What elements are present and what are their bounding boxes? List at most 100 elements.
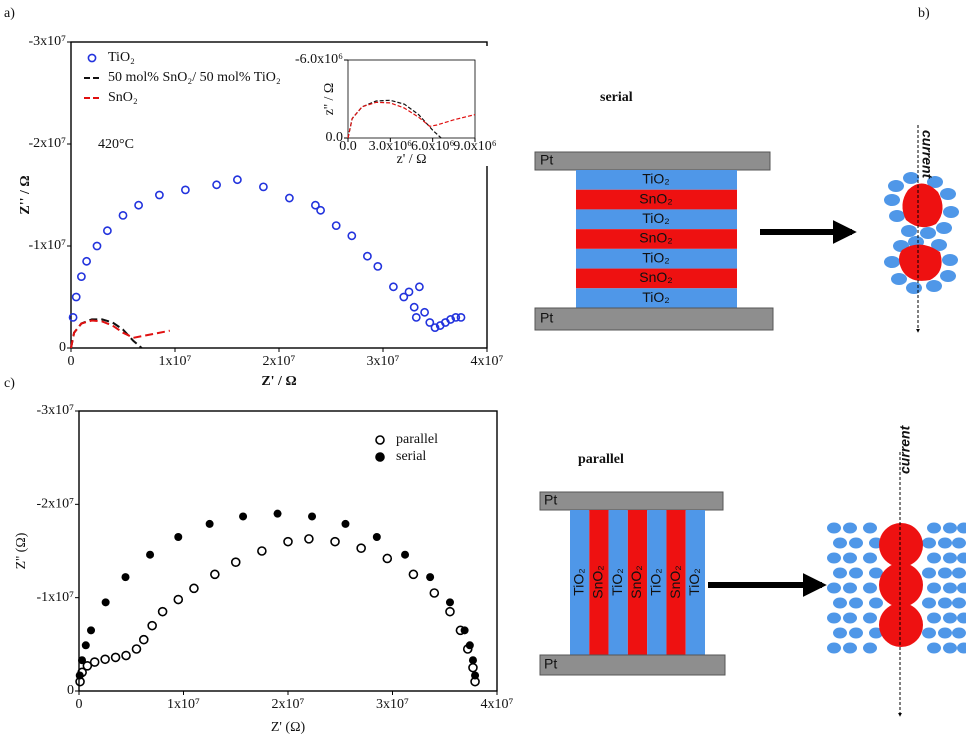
grain (940, 188, 956, 200)
data-point (89, 657, 100, 667)
grain (943, 552, 957, 564)
electrode (534, 151, 771, 171)
grain (849, 567, 863, 579)
data-point (430, 323, 440, 332)
grain (888, 180, 904, 192)
data-point (310, 200, 320, 210)
layer (576, 248, 737, 269)
data-point (212, 180, 221, 190)
data-point (75, 671, 84, 680)
grain (943, 206, 959, 218)
grain (940, 270, 956, 282)
data-point (173, 594, 184, 605)
panel-label: c) (4, 376, 15, 391)
grain (827, 642, 841, 654)
grain (957, 522, 966, 534)
grain (943, 582, 957, 594)
grain (863, 612, 877, 624)
data-point (426, 573, 435, 582)
grain (833, 597, 847, 609)
data-point (316, 205, 325, 215)
data-point (284, 193, 294, 203)
data-point (71, 292, 81, 302)
layer-label: SnO₂ (628, 565, 644, 598)
grain (943, 642, 957, 654)
data-line (347, 101, 476, 139)
data-point (414, 282, 424, 292)
data-point (154, 190, 164, 200)
data-point (92, 241, 102, 251)
layer-label: TiO₂ (686, 568, 702, 595)
layer (608, 510, 628, 655)
data-point (408, 569, 419, 580)
data-point (210, 569, 220, 580)
grain (922, 627, 936, 639)
data-point (471, 671, 480, 680)
charts: 0 1x10⁷ 2x10⁷ 3x10⁷ 4x10⁷ 0 -1x10⁷ -2x10⁷ -3x10⁷… (14, 34, 513, 735)
x-tick-label: 3x10⁷ (367, 354, 400, 369)
grain (938, 597, 952, 609)
y-tick-label: 0.0 (326, 130, 344, 145)
data-point (82, 256, 91, 266)
grain (927, 582, 941, 594)
legend-label: SnO₂ (108, 90, 138, 105)
y-tick-label: -3x10⁷ (36, 403, 74, 418)
data-point (273, 509, 282, 518)
grain (849, 597, 863, 609)
grain (952, 537, 966, 549)
data-point (205, 519, 214, 528)
x-tick-label: 4x10⁷ (481, 697, 514, 712)
data-point (445, 606, 455, 617)
layer (627, 510, 648, 655)
legend-label: TiO₂ (108, 50, 135, 65)
grain (891, 273, 907, 285)
data-point (399, 292, 409, 302)
y-axis-label: Z'' / Ω (18, 175, 33, 214)
layer (576, 170, 737, 190)
x-axis-label: Z' / Ω (261, 374, 296, 389)
data-point (146, 550, 155, 559)
layer-label: TiO₂ (647, 568, 663, 595)
electrode-label: Pt (540, 310, 553, 326)
x-tick-label: 3.0x10⁶ (369, 139, 413, 154)
data-point (87, 626, 96, 635)
grain (843, 642, 857, 654)
x-tick-label: 1x10⁷ (167, 697, 200, 712)
x-tick-label: 3x10⁷ (376, 697, 409, 712)
grain (922, 537, 936, 549)
layer-label: SnO₂ (639, 230, 672, 246)
layer-label: SnO₂ (667, 565, 683, 598)
data-line (70, 319, 170, 349)
data-point (157, 606, 168, 617)
data-point (121, 650, 131, 661)
grain (863, 582, 877, 594)
inset-background (316, 46, 491, 166)
layer (666, 510, 686, 655)
data-point (356, 543, 366, 554)
grain (938, 627, 952, 639)
data-point (425, 318, 435, 327)
grain (957, 612, 966, 624)
x-tick-label: 6.0x10⁶ (411, 139, 455, 154)
data-point (373, 261, 383, 271)
grain (943, 522, 957, 534)
grain (952, 627, 966, 639)
x-tick-label: 0.0 (339, 139, 357, 154)
data-point (78, 656, 87, 665)
panel-label: b) (918, 6, 930, 21)
data-point (411, 312, 421, 322)
electrode-label: Pt (544, 492, 557, 508)
layer-label: TiO₂ (609, 568, 625, 595)
data-point (131, 644, 142, 654)
data-point (409, 302, 419, 312)
grain (833, 537, 847, 549)
data-point (110, 652, 121, 663)
current-label: current (897, 424, 913, 474)
grain (922, 597, 936, 609)
grain (843, 582, 857, 594)
grain (920, 227, 936, 239)
data-point (308, 512, 317, 521)
annotation: 420°C (98, 137, 134, 152)
data-point (341, 519, 350, 528)
